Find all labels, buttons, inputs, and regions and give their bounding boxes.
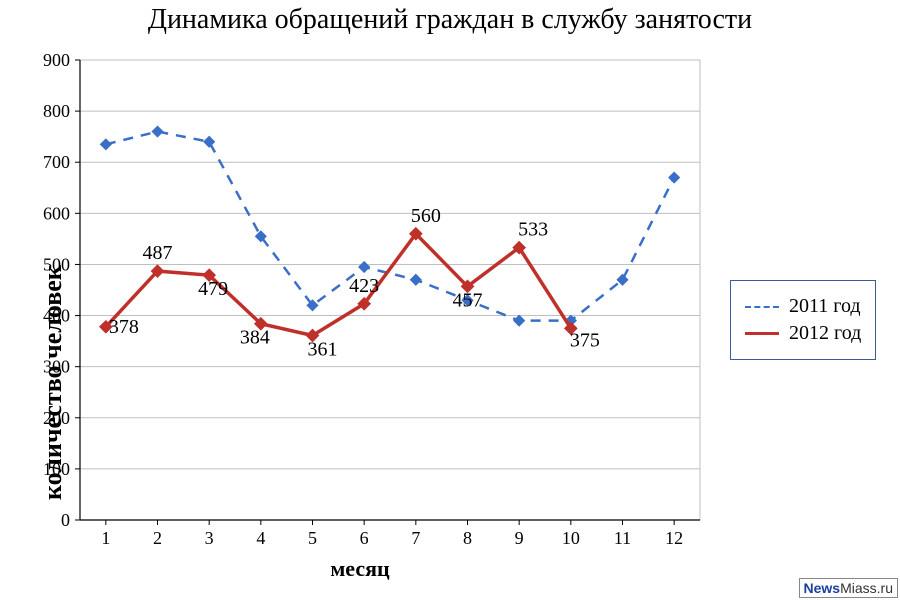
svg-text:533: 533 xyxy=(518,219,548,241)
svg-text:900: 900 xyxy=(43,50,70,70)
legend-item: 2012 год xyxy=(745,322,861,345)
plot-area: 0100200300400500600700800900123456789101… xyxy=(30,50,730,580)
svg-text:11: 11 xyxy=(614,528,631,548)
svg-text:0: 0 xyxy=(61,510,70,530)
svg-text:3: 3 xyxy=(205,528,214,548)
svg-text:800: 800 xyxy=(43,101,70,121)
svg-text:361: 361 xyxy=(308,338,338,360)
svg-text:8: 8 xyxy=(463,528,472,548)
legend-item: 2011 год xyxy=(745,295,861,318)
svg-text:10: 10 xyxy=(562,528,580,548)
legend: 2011 год 2012 год xyxy=(730,280,876,360)
chart-title: Динамика обращений граждан в службу заня… xyxy=(0,4,900,36)
legend-label: 2012 год xyxy=(789,322,861,345)
svg-text:487: 487 xyxy=(143,242,173,264)
watermark-prefix: News xyxy=(804,580,841,596)
svg-text:6: 6 xyxy=(360,528,369,548)
svg-text:300: 300 xyxy=(43,357,70,377)
svg-text:200: 200 xyxy=(43,408,70,428)
svg-text:400: 400 xyxy=(43,306,70,326)
svg-text:375: 375 xyxy=(570,329,600,351)
svg-text:2: 2 xyxy=(153,528,162,548)
svg-text:600: 600 xyxy=(43,203,70,223)
svg-text:560: 560 xyxy=(411,205,441,227)
svg-text:700: 700 xyxy=(43,152,70,172)
watermark: NewsMiass.ru xyxy=(799,578,898,598)
x-axis-label: месяц xyxy=(0,556,810,582)
legend-swatch xyxy=(745,306,779,308)
svg-text:7: 7 xyxy=(411,528,420,548)
svg-text:100: 100 xyxy=(43,459,70,479)
svg-text:457: 457 xyxy=(453,289,483,311)
legend-label: 2011 год xyxy=(789,295,861,318)
svg-text:1: 1 xyxy=(101,528,110,548)
svg-text:4: 4 xyxy=(256,528,265,548)
svg-text:9: 9 xyxy=(515,528,524,548)
svg-text:500: 500 xyxy=(43,254,70,274)
svg-text:12: 12 xyxy=(665,528,683,548)
svg-text:5: 5 xyxy=(308,528,317,548)
watermark-suffix: Miass.ru xyxy=(840,580,893,596)
svg-text:378: 378 xyxy=(109,316,139,338)
svg-text:423: 423 xyxy=(349,275,379,297)
legend-swatch xyxy=(745,332,779,335)
svg-text:384: 384 xyxy=(240,327,270,349)
chart-container: Динамика обращений граждан в службу заня… xyxy=(0,0,900,600)
svg-text:479: 479 xyxy=(198,278,228,300)
